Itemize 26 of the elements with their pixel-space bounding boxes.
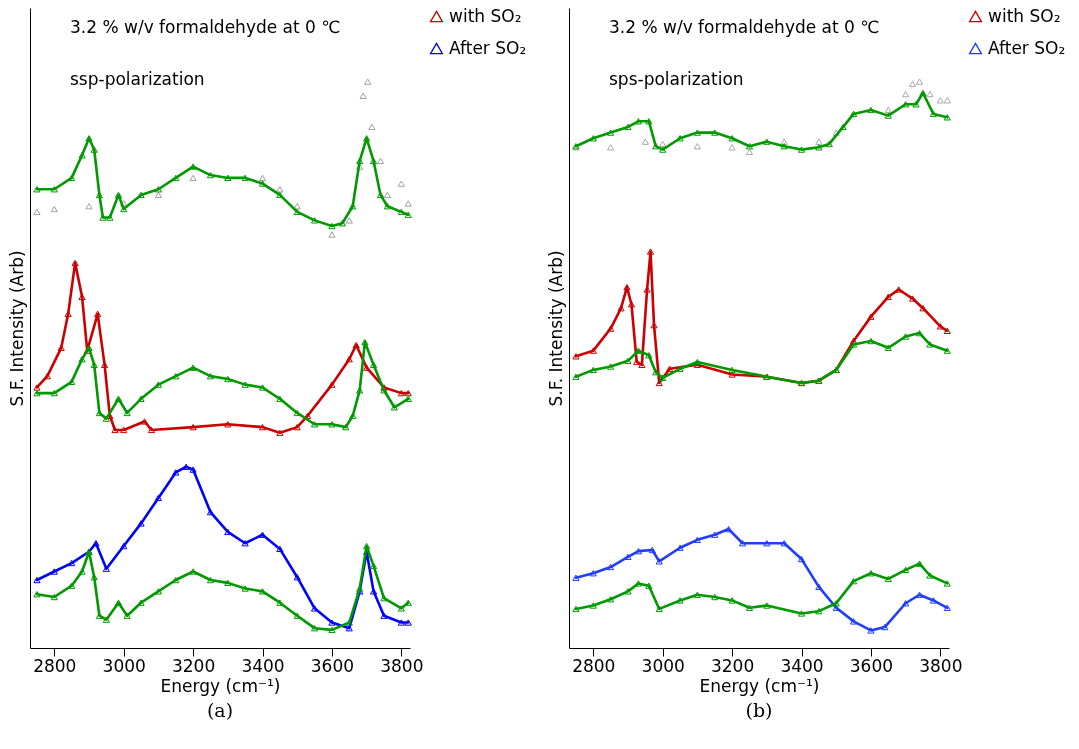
y-axis-title: S.F. Intensity (Arb) <box>6 250 27 407</box>
x-tick-label: 3200 <box>710 655 755 676</box>
text: 3.2 % w/v formaldehyde at 0 ℃ <box>609 17 880 37</box>
x-tick-label: 2800 <box>33 655 77 676</box>
text: (b) <box>745 699 773 721</box>
legend-label: After SO₂ <box>449 37 527 58</box>
x-tick-label: 3000 <box>641 655 685 676</box>
legend-label: After SO₂ <box>988 37 1066 58</box>
x-tick-label: 3400 <box>241 655 285 676</box>
x-axis-title: Energy (cm⁻¹) <box>160 675 281 696</box>
x-tick-label: 3000 <box>102 655 146 676</box>
x-tick-label: 2800 <box>572 655 616 676</box>
legend-label: with SO₂ <box>449 5 522 26</box>
text: 3.2 % w/v formaldehyde at 0 ℃ <box>70 17 341 37</box>
x-tick-label: 3400 <box>780 655 824 676</box>
x-tick-label: 3800 <box>380 655 424 676</box>
x-tick-label: 3600 <box>849 655 894 676</box>
annotation: sps-polarization <box>609 69 744 89</box>
x-tick-label: 3200 <box>171 655 216 676</box>
y-axis-title: S.F. Intensity (Arb) <box>545 250 566 407</box>
x-axis-title: Energy (cm⁻¹) <box>699 675 820 696</box>
annotation: ssp-polarization <box>70 69 205 89</box>
legend-label: with SO₂ <box>988 5 1061 26</box>
x-tick-label: 3800 <box>919 655 963 676</box>
x-tick-label: 3600 <box>310 655 355 676</box>
text: (a) <box>206 699 234 721</box>
